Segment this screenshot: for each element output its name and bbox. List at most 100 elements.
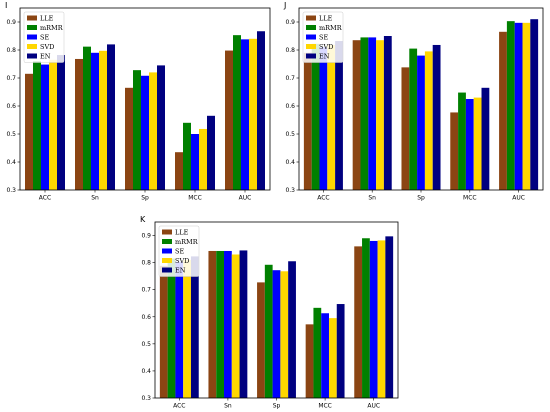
plot-frame: [19, 7, 271, 191]
bar-I-SE-Sn: [91, 52, 99, 190]
x-tick-label: Sp: [141, 195, 149, 202]
y-tick-label: 0.8: [285, 47, 295, 54]
bar-K-SVD-AUC: [377, 240, 386, 398]
legend-swatch-SE: [162, 248, 172, 254]
panel-label: K: [140, 215, 146, 224]
chart-panel-I: I ACC Sn Sp MCC AUC 0.3 0.4 0.5 0.6 0.7 0.8 0.9 LLEmR…: [5, 1, 271, 202]
bar-K-SE-Sp: [272, 270, 281, 398]
y-tick-label: 0.9: [6, 19, 16, 26]
bar-J-SVD-Sp: [424, 51, 433, 191]
bar-K-LLE-Sp: [257, 282, 265, 398]
y-tick-label: 0.4: [141, 368, 151, 375]
legend-label-SVD: SVD: [319, 43, 333, 51]
bar-K-mRMR-Sp: [264, 264, 273, 398]
bar-I-EN-MCC: [207, 115, 215, 190]
bar-J-SVD-Sn: [376, 40, 384, 191]
bar-K-EN-Sn: [239, 250, 248, 398]
bar-I-mRMR-MCC: [183, 122, 191, 190]
bar-I-SE-ACC: [41, 64, 49, 190]
legend-swatch-SVD: [27, 44, 37, 49]
bar-J-mRMR-MCC: [458, 92, 466, 190]
y-tick-label: 0.5: [141, 341, 151, 348]
bar-I-SE-MCC: [191, 134, 199, 190]
x-tick-label: AUC: [239, 195, 252, 202]
bar-K-SVD-Sp: [280, 271, 289, 398]
panel-label: J: [283, 1, 286, 10]
y-tick-label: 0.5: [6, 131, 16, 138]
legend-swatch-EN: [162, 267, 172, 273]
legend-swatch-LLE: [27, 15, 37, 21]
legend-label-EN: EN: [40, 53, 51, 61]
bar-J-SVD-AUC: [522, 22, 531, 191]
legend-swatch-SVD: [306, 44, 316, 49]
bar-J-SE-ACC: [319, 47, 328, 191]
legend-swatch-EN: [27, 53, 37, 59]
legend: [302, 11, 344, 63]
legend-label-SVD: SVD: [40, 43, 54, 51]
legend-label-EN: EN: [319, 53, 330, 61]
bar-K-mRMR-MCC: [313, 307, 322, 398]
bar-I-EN-Sn: [107, 44, 115, 191]
bar-K-LLE-MCC: [305, 324, 314, 398]
bar-K-LLE-ACC: [159, 265, 168, 398]
bar-K-EN-Sp: [288, 261, 296, 398]
bar-I-SVD-Sn: [99, 50, 107, 191]
x-tick-label: Sn: [368, 195, 376, 202]
bar-I-LLE-ACC: [25, 73, 33, 190]
y-tick-label: 0.7: [141, 287, 151, 294]
x-tick-label: Sn: [224, 403, 232, 410]
y-tick-label: 0.9: [285, 19, 295, 26]
y-tick-label: 0.4: [6, 159, 16, 166]
legend-swatch-LLE: [306, 15, 316, 21]
legend-label-LLE: LLE: [319, 15, 333, 23]
bar-J-EN-Sn: [383, 36, 392, 190]
y-tick-label: 0.3: [6, 187, 16, 194]
bar-I-SVD-MCC: [199, 128, 207, 190]
bar-I-mRMR-ACC: [33, 61, 41, 191]
bar-I-LLE-Sp: [125, 87, 133, 190]
legend-label-EN: EN: [175, 267, 186, 275]
bar-J-SVD-ACC: [327, 44, 336, 191]
x-tick-label: AUC: [512, 195, 525, 202]
bar-J-mRMR-Sp: [409, 48, 418, 190]
bar-J-EN-ACC: [335, 41, 343, 190]
y-tick-label: 0.9: [141, 233, 151, 240]
bar-I-mRMR-AUC: [233, 35, 241, 190]
y-tick-label: 0.3: [285, 187, 295, 194]
bar-I-EN-Sp: [157, 65, 165, 190]
x-tick-label: MCC: [318, 403, 332, 410]
bar-K-mRMR-Sn: [216, 250, 225, 398]
bar-J-SE-MCC: [465, 99, 474, 190]
bar-J-SVD-MCC: [473, 97, 482, 190]
bar-J-EN-AUC: [530, 19, 539, 191]
bar-J-EN-Sp: [432, 44, 441, 191]
legend-label-mRMR: mRMR: [40, 24, 64, 32]
bar-K-SE-AUC: [369, 240, 378, 398]
bar-I-EN-AUC: [257, 31, 265, 190]
plot-frame: [154, 221, 399, 399]
x-tick-label: Sn: [91, 195, 99, 202]
y-tick-label: 0.7: [285, 75, 295, 82]
x-tick-label: Sp: [417, 195, 425, 202]
y-tick-label: 0.8: [141, 260, 151, 267]
bar-J-LLE-Sn: [352, 40, 361, 191]
legend-swatch-EN: [306, 53, 316, 59]
x-tick-label: AUC: [367, 403, 380, 410]
bar-K-EN-MCC: [336, 304, 345, 398]
bar-J-mRMR-ACC: [311, 43, 320, 191]
bar-K-LLE-Sn: [208, 250, 217, 398]
y-tick-label: 0.4: [285, 159, 295, 166]
bar-K-SE-ACC: [175, 261, 184, 398]
y-tick-label: 0.6: [285, 103, 295, 110]
legend-swatch-SE: [27, 34, 37, 40]
bar-K-LLE-AUC: [354, 246, 363, 398]
legend-label-mRMR: mRMR: [319, 24, 343, 32]
legend-label-LLE: LLE: [175, 229, 189, 237]
bar-I-mRMR-Sp: [133, 70, 141, 190]
bar-J-mRMR-AUC: [506, 21, 515, 190]
bar-K-mRMR-ACC: [167, 258, 176, 398]
bar-I-LLE-AUC: [225, 50, 233, 191]
plot-frame: [298, 7, 544, 191]
legend-label-SE: SE: [319, 34, 328, 42]
bar-I-SVD-ACC: [49, 59, 57, 190]
